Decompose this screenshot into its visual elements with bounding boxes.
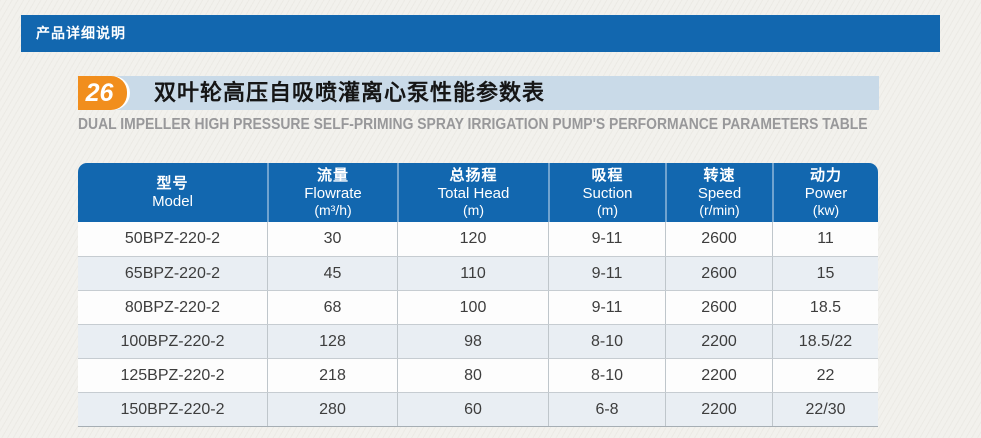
table-row: 65BPZ-220-2 45 110 9-11 2600 15: [78, 256, 878, 290]
table-cell: 22/30: [772, 393, 878, 426]
page-header-title: 产品详细说明: [36, 25, 126, 41]
column-header-model: 型号 Model: [78, 163, 267, 222]
table-cell: 2600: [665, 291, 772, 324]
table-cell: 60: [397, 393, 548, 426]
table-cell: 120: [397, 222, 548, 256]
column-label-cn: 流量: [316, 167, 349, 184]
table-cell: 6-8: [548, 393, 665, 426]
column-label-cn: 动力: [809, 167, 842, 184]
column-unit: (m): [463, 202, 484, 218]
cell-model: 80BPZ-220-2: [124, 299, 221, 316]
table-cell: 22: [772, 359, 878, 392]
table-row: 125BPZ-220-2 218 80 8-10 2200 22: [78, 358, 878, 392]
table-cell: 30: [267, 222, 397, 256]
table-cell: 2200: [665, 393, 772, 426]
table-cell: 100: [397, 291, 548, 324]
column-label-cn: 型号: [156, 175, 189, 192]
section-number-badge: 26: [78, 76, 130, 110]
table-cell: 80: [397, 359, 548, 392]
table-cell: 2600: [665, 222, 772, 256]
table-row: 100BPZ-220-2 128 98 8-10 2200 18.5/22: [78, 324, 878, 358]
table-cell: 15: [772, 257, 878, 290]
column-unit: (kw): [812, 202, 840, 218]
column-label-cn: 转速: [703, 167, 736, 184]
table-cell: 98: [397, 325, 548, 358]
table-header-row: 型号 Model 流量 Flowrate (m³/h) 总扬程 Total Head (m) 吸…: [78, 163, 878, 222]
table-cell: 280: [267, 393, 397, 426]
section-title-cn: 双叶轮高压自吸喷灌离心泵性能参数表: [154, 80, 546, 105]
table-cell: 218: [267, 359, 397, 392]
table-cell: 110: [397, 257, 548, 290]
section-header: 26 双叶轮高压自吸喷灌离心泵性能参数表 DUAL IMPELLER HIGH …: [78, 76, 879, 134]
column-label-en: Power: [804, 185, 848, 202]
section-title-bar: 26 双叶轮高压自吸喷灌离心泵性能参数表: [78, 76, 879, 110]
section-subtitle-en: DUAL IMPELLER HIGH PRESSURE SELF-PRIMING…: [78, 116, 868, 133]
column-unit: (m³/h): [314, 202, 352, 218]
table-cell: 11: [772, 222, 878, 256]
column-unit: (m): [597, 202, 618, 218]
table-row: 150BPZ-220-2 280 60 6-8 2200 22/30: [78, 392, 878, 426]
table-row: 80BPZ-220-2 68 100 9-11 2600 18.5: [78, 290, 878, 324]
column-label-en: Suction: [582, 185, 633, 202]
table-cell: 9-11: [548, 291, 665, 324]
page-header-bar: 产品详细说明: [21, 15, 940, 52]
table-cell: 18.5/22: [772, 325, 878, 358]
table-cell: 2200: [665, 325, 772, 358]
column-header-power: 动力 Power (kw): [772, 163, 878, 222]
cell-model: 100BPZ-220-2: [120, 333, 225, 350]
table-cell: 9-11: [548, 222, 665, 256]
table-cell: 8-10: [548, 359, 665, 392]
column-header-suction: 吸程 Suction (m): [548, 163, 665, 222]
performance-parameters-table: 型号 Model 流量 Flowrate (m³/h) 总扬程 Total Head (m) 吸…: [78, 163, 878, 427]
table-cell: 45: [267, 257, 397, 290]
section-number: 26: [78, 76, 127, 110]
column-label-cn: 总扬程: [449, 167, 498, 184]
table-row: 50BPZ-220-2 30 120 9-11 2600 11: [78, 222, 878, 256]
table-cell: 68: [267, 291, 397, 324]
column-label-en: Model: [152, 193, 193, 210]
table-cell: 2600: [665, 257, 772, 290]
column-label-cn: 吸程: [591, 167, 624, 184]
column-label-en: Speed: [697, 185, 742, 202]
column-unit: (r/min): [699, 202, 740, 218]
cell-model: 65BPZ-220-2: [124, 265, 221, 282]
cell-model: 125BPZ-220-2: [120, 367, 225, 384]
column-label-en: Flowrate: [304, 185, 362, 202]
table-body: 50BPZ-220-2 30 120 9-11 2600 11 65BPZ-220-2 45 1…: [78, 222, 878, 427]
cell-model: 50BPZ-220-2: [124, 230, 221, 247]
cell-model: 150BPZ-220-2: [120, 401, 225, 418]
table-cell: 128: [267, 325, 397, 358]
column-header-flowrate: 流量 Flowrate (m³/h): [267, 163, 397, 222]
column-header-speed: 转速 Speed (r/min): [665, 163, 772, 222]
table-cell: 2200: [665, 359, 772, 392]
table-cell: 8-10: [548, 325, 665, 358]
table-cell: 18.5: [772, 291, 878, 324]
column-label-en: Total Head: [437, 185, 510, 202]
column-header-total-head: 总扬程 Total Head (m): [397, 163, 548, 222]
table-cell: 9-11: [548, 257, 665, 290]
